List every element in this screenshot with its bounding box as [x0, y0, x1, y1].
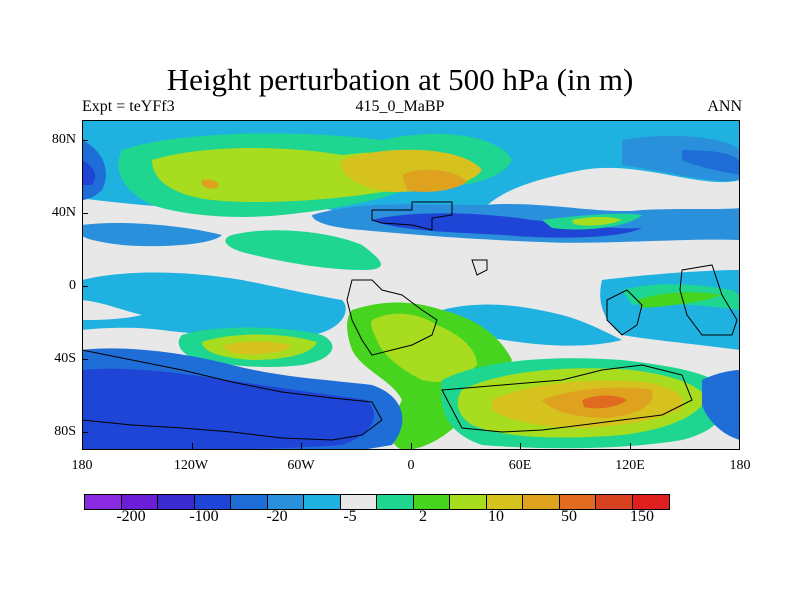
colorbar-label-2: -100 [189, 508, 219, 525]
mid-yellowgreen-band [572, 217, 622, 226]
coast-africa [346, 279, 438, 356]
lon-tick-0 [411, 443, 412, 449]
colorbar-box [377, 495, 414, 509]
colorbar-box [267, 495, 304, 509]
colorbar-box [304, 495, 341, 509]
lat-tick-80s [82, 432, 88, 433]
colorbar-box [194, 495, 231, 509]
south-yellow-lobe [222, 341, 292, 355]
lat-tick-40s [82, 359, 88, 360]
coast-australia [679, 264, 738, 336]
west-green-band [225, 230, 381, 270]
ne-midblue-patch [622, 135, 740, 182]
south-west-darkblue [82, 368, 374, 450]
colorbar-box [340, 495, 377, 509]
colorbar-box [596, 495, 633, 509]
west-blue-band [82, 223, 222, 247]
lon-label-120e: 120E [615, 458, 645, 473]
colorbar-box [486, 495, 523, 509]
lon-tick-60w [301, 443, 302, 449]
colorbar-box [231, 495, 268, 509]
lat-tick-80n [82, 140, 88, 141]
colorbar-label-3: -20 [266, 508, 288, 525]
coast-southeast-asia [606, 289, 643, 336]
height-perturbation-map [82, 120, 740, 450]
coast-antarctic [441, 364, 693, 433]
lon-label-60e: 60E [508, 458, 532, 473]
coastlines [82, 201, 738, 441]
colorbar-box [632, 495, 669, 509]
sw-gray-gap [82, 300, 142, 320]
colorbar [84, 494, 670, 510]
lon-tick-60e [520, 443, 521, 449]
lon-tick-120e [630, 443, 631, 449]
colorbar-label-6: 10 [488, 508, 504, 525]
lon-label-60w: 60W [287, 458, 315, 473]
colorbar-label-5: 2 [419, 508, 427, 525]
colorbar-box [450, 495, 487, 509]
lat-tick-40n [82, 213, 88, 214]
run-label: 415_0_MaBP [355, 98, 445, 115]
lat-label-80s: 80S [54, 424, 76, 439]
colorbar-label-4: -5 [343, 508, 357, 525]
colorbar-box [559, 495, 596, 509]
nw-darkblue-patch [82, 160, 96, 185]
coast-south-america [82, 349, 383, 441]
lat-label-eq: 0 [69, 278, 76, 293]
colorbar-box [413, 495, 450, 509]
lat-label-40n: 40N [51, 205, 76, 220]
lon-tick-120w [192, 443, 193, 449]
indian-darkorange-core [582, 395, 627, 409]
season-label: ANN [707, 98, 742, 115]
colorbar-box [85, 495, 122, 509]
north-ridge-orange [402, 169, 467, 192]
colorbar-label-7: 50 [561, 508, 577, 525]
colorbar-box [158, 495, 195, 509]
mid-trough-darkblue [372, 213, 642, 238]
lon-label-180e: 180 [729, 458, 751, 473]
lat-label-40s: 40S [54, 351, 76, 366]
coast-arabia [471, 259, 488, 276]
east-lightgreen-band [637, 292, 722, 308]
south-lightblue-band [82, 272, 346, 338]
experiment-label: Expt = teYFf3 [82, 98, 175, 115]
colorbar-box [523, 495, 560, 509]
lon-label-0: 0 [407, 458, 415, 473]
north-small-orange [201, 179, 219, 189]
colorbar-box [121, 495, 158, 509]
lon-label-180w: 180 [71, 458, 93, 473]
lon-label-120w: 120W [173, 458, 209, 473]
map-frame [82, 120, 740, 450]
lat-tick-eq [82, 286, 88, 287]
lat-label-80n: 80N [51, 132, 76, 147]
map-title: Height perturbation at 500 hPa (in m) [166, 62, 634, 97]
coast-north-africa-europe [371, 201, 453, 231]
ne-blue-patch [682, 150, 740, 175]
colorbar-label-8: 150 [630, 508, 654, 525]
atlantic-yellowgreen-tongue [371, 313, 477, 382]
map-field [82, 120, 740, 450]
colorbar-label-1: -200 [116, 508, 146, 525]
se-blue-patch [702, 370, 740, 440]
